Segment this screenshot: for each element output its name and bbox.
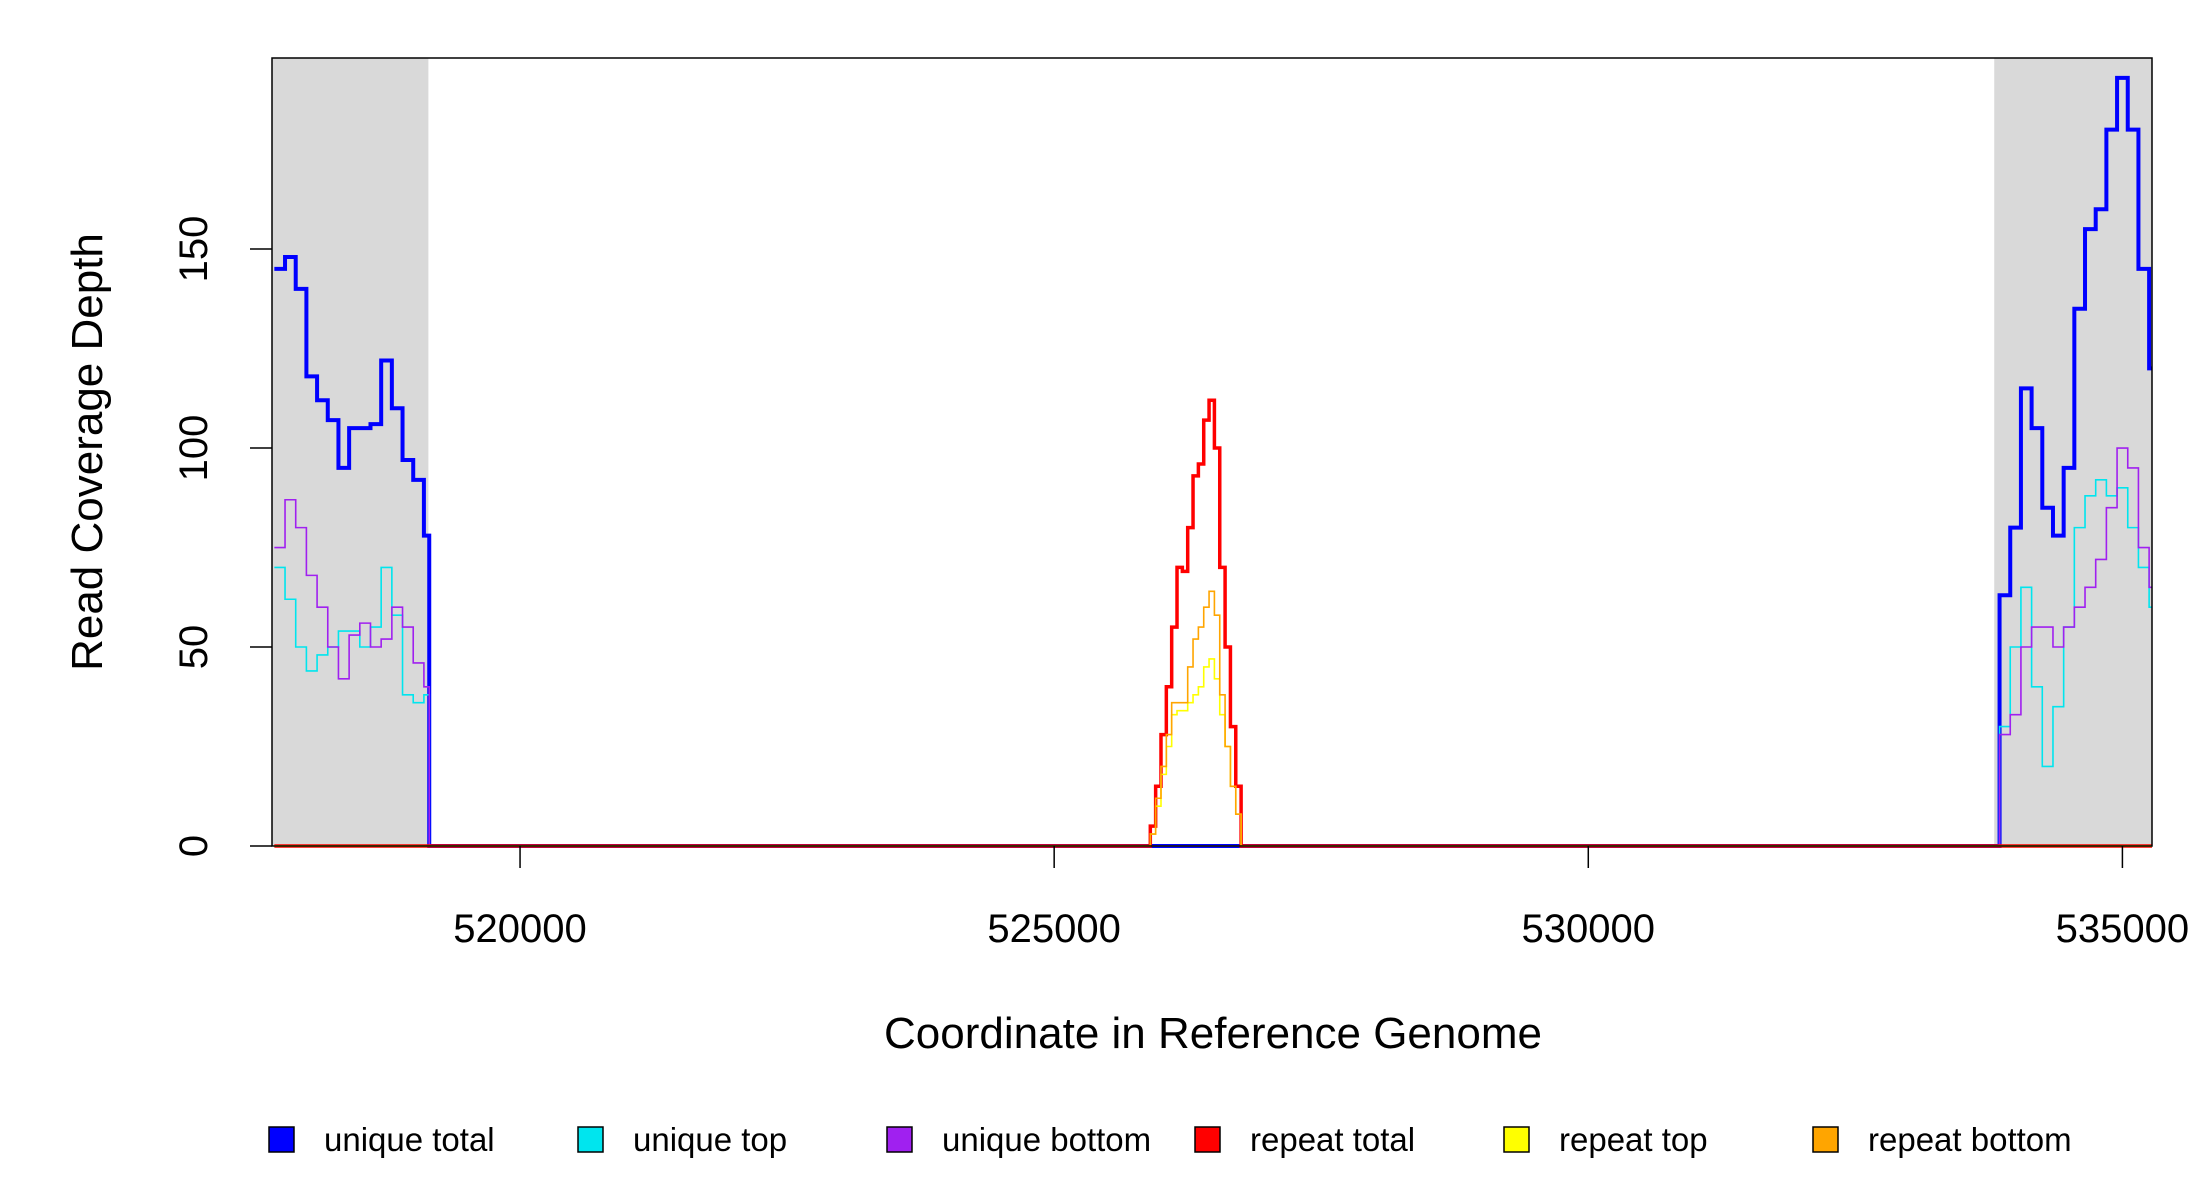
series-line <box>274 447 2152 847</box>
series-line <box>274 658 2152 847</box>
x-tick-label: 520000 <box>453 907 586 951</box>
y-tick-label: 50 <box>172 625 216 670</box>
legend-label: repeat total <box>1250 1121 1415 1158</box>
legend-swatch <box>886 1126 913 1153</box>
legend-swatch <box>577 1126 604 1153</box>
legend-swatch <box>268 1126 295 1153</box>
y-tick-label: 150 <box>172 216 216 283</box>
legend-swatch <box>1812 1126 1839 1153</box>
legend-label: unique bottom <box>942 1121 1151 1158</box>
y-tick-label: 0 <box>172 835 216 857</box>
legend-label: repeat bottom <box>1868 1121 2072 1158</box>
y-tick-label: 100 <box>172 415 216 482</box>
series-line <box>274 75 2152 848</box>
series-line <box>274 479 2152 847</box>
series-line <box>274 590 2152 847</box>
series-line <box>274 398 2152 848</box>
x-tick-label: 535000 <box>2056 907 2189 951</box>
x-tick-label: 525000 <box>987 907 1120 951</box>
y-axis-label: Read Coverage Depth <box>63 233 112 671</box>
x-axis-label: Coordinate in Reference Genome <box>884 1009 1542 1058</box>
legend-label: unique total <box>324 1121 495 1158</box>
plot-frame <box>271 57 2153 847</box>
legend-swatch <box>1194 1126 1221 1153</box>
legend-swatch <box>1503 1126 1530 1153</box>
x-tick-label: 530000 <box>1522 907 1655 951</box>
legend-label: unique top <box>633 1121 787 1158</box>
legend-label: repeat top <box>1559 1121 1708 1158</box>
